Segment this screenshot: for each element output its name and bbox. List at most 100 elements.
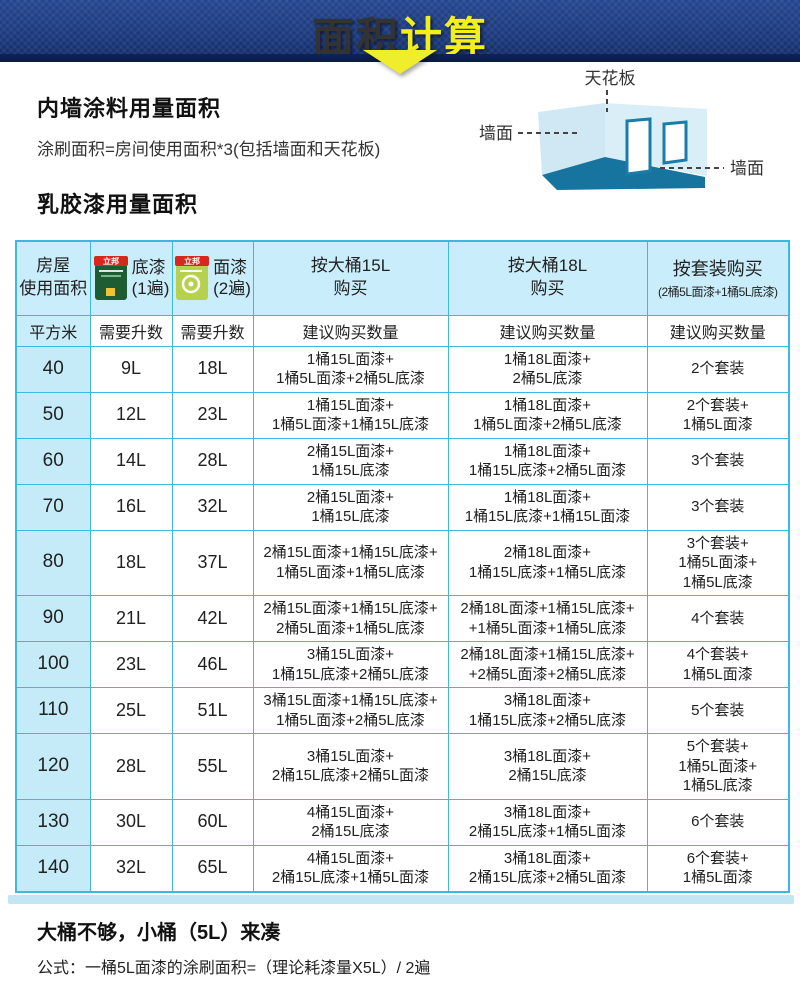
cell-area: 120: [15, 733, 91, 800]
table-row: 40 9L 18L 1桶15L面漆+ 1桶5L面漆+2桶5L底漆 1桶18L面漆+ 2桶…: [15, 345, 790, 393]
footer-example-line: 例如：产品规格为5L，理论耗漆量=13-14平方米/L/单遍，由于面漆涂刷需两遍…: [37, 987, 800, 991]
cell-set: 5个套装+ 1桶5L面漆+ 1桶5L底漆: [646, 733, 790, 800]
cell-buy18: 2桶18L面漆+1桶15L底漆+ +1桶5L面漆+1桶5L底漆: [447, 595, 648, 642]
cell-buy15: 1桶15L面漆+ 1桶5L面漆+1桶15L底漆: [252, 391, 449, 439]
topcoat-label: 面漆 (2遍): [213, 258, 251, 299]
subheader-suggest-set: 建议购买数量: [646, 314, 790, 347]
window-opening: [662, 120, 688, 165]
svg-text:立邦: 立邦: [103, 256, 119, 266]
subheader-square-meters: 平方米: [15, 314, 91, 347]
room-left-wall: [538, 103, 605, 175]
cell-primer: 12L: [89, 391, 173, 439]
header-primer: 立邦 底漆 (1遍): [89, 240, 173, 316]
cell-set: 2个套装: [646, 345, 790, 393]
table-row: 140 32L 65L 4桶15L面漆+ 2桶15L底漆+1桶5L面漆 3桶18L面漆+…: [15, 844, 790, 892]
table-row: 80 18L 37L 2桶15L面漆+1桶15L底漆+ 1桶5L面漆+1桶5L底漆 2桶…: [15, 529, 790, 596]
cell-topcoat: 55L: [171, 733, 254, 800]
cell-buy18: 1桶18L面漆+ 1桶15L底漆+1桶15L面漆: [447, 483, 648, 531]
header-buy-set-main: 按套装购买: [672, 258, 763, 279]
topcoat-bucket-icon: 立邦: [175, 256, 210, 301]
header-buy-18l: 按大桶18L 购买: [447, 240, 648, 316]
intro-section: 内墙涂料用量面积 涂刷面积=房间使用面积*3(包括墙面和天花板) 乳胶漆用量面积: [0, 91, 800, 219]
room-diagram: 天花板 墙面 墙面: [462, 64, 794, 202]
cell-set: 4个套装: [646, 595, 790, 642]
table-row: 120 28L 55L 3桶15L面漆+ 2桶15L底漆+2桶5L面漆 3桶18L面漆+…: [15, 733, 790, 800]
cell-set: 4个套装+ 1桶5L面漆: [646, 641, 790, 688]
cell-area: 50: [15, 391, 91, 439]
table-row: 60 14L 28L 2桶15L面漆+ 1桶15L底漆 1桶18L面漆+ 1桶15L底漆…: [15, 437, 790, 485]
svg-text:立邦: 立邦: [184, 256, 200, 266]
cell-area: 60: [15, 437, 91, 485]
header-topcoat: 立邦 面漆 (2遍): [171, 240, 254, 316]
cell-set: 2个套装+ 1桶5L面漆: [646, 391, 790, 439]
ceiling-label: 天花板: [585, 69, 636, 88]
cell-buy18: 3桶18L面漆+ 1桶15L底漆+2桶5L底漆: [447, 687, 648, 734]
cell-topcoat: 23L: [171, 391, 254, 439]
table-shadow-band: [8, 894, 794, 904]
subheader-suggest-18l: 建议购买数量: [447, 314, 648, 347]
cell-buy15: 2桶15L面漆+ 1桶15L底漆: [252, 483, 449, 531]
cell-primer: 21L: [89, 595, 173, 642]
cell-buy18: 2桶18L面漆+ 1桶15L底漆+1桶5L底漆: [447, 529, 648, 596]
cell-primer: 9L: [89, 345, 173, 393]
table-row: 70 16L 32L 2桶15L面漆+ 1桶15L底漆 1桶18L面漆+ 1桶15L底漆…: [15, 483, 790, 531]
cell-primer: 14L: [89, 437, 173, 485]
cell-set: 3个套装: [646, 437, 790, 485]
cell-topcoat: 42L: [171, 595, 254, 642]
cell-set: 3个套装+ 1桶5L面漆+ 1桶5L底漆: [646, 529, 790, 596]
table-header-row-1: 房屋 使用面积 立邦 底漆 (1遍): [15, 240, 790, 316]
subheader-liters-topcoat: 需要升数: [171, 314, 254, 347]
subheader-suggest-15l: 建议购买数量: [252, 314, 449, 347]
cell-buy15: 2桶15L面漆+1桶15L底漆+ 1桶5L面漆+1桶5L底漆: [252, 529, 449, 596]
cell-buy18: 3桶18L面漆+ 2桶15L底漆+2桶5L面漆: [447, 844, 648, 892]
cell-buy15: 4桶15L面漆+ 2桶15L底漆: [252, 798, 449, 846]
cell-topcoat: 46L: [171, 641, 254, 688]
cell-area: 70: [15, 483, 91, 531]
cell-buy18: 2桶18L面漆+1桶15L底漆+ +2桶5L面漆+2桶5L底漆: [447, 641, 648, 688]
cell-set: 6个套装+ 1桶5L面漆: [646, 844, 790, 892]
room-3d-illustration: 天花板 墙面 墙面: [479, 69, 764, 190]
cell-topcoat: 65L: [171, 844, 254, 892]
cell-area: 90: [15, 595, 91, 642]
cell-buy15: 4桶15L面漆+ 2桶15L底漆+1桶5L面漆: [252, 844, 449, 892]
section-title-latex-paint: 乳胶漆用量面积: [37, 192, 199, 217]
cell-primer: 18L: [89, 529, 173, 596]
cell-area: 130: [15, 798, 91, 846]
section-title-interior-wall: 内墙涂料用量面积: [37, 96, 222, 121]
cell-buy15: 1桶15L面漆+ 1桶5L面漆+2桶5L底漆: [252, 345, 449, 393]
cell-primer: 16L: [89, 483, 173, 531]
cell-primer: 23L: [89, 641, 173, 688]
table-header-row-2: 平方米 需要升数 需要升数 建议购买数量 建议购买数量 建议购买数量: [15, 314, 790, 347]
cell-area: 140: [15, 844, 91, 892]
cell-buy18: 1桶18L面漆+ 2桶5L底漆: [447, 345, 648, 393]
table-row: 90 21L 42L 2桶15L面漆+1桶15L底漆+ 2桶5L面漆+1桶5L底漆 2桶…: [15, 595, 790, 642]
cell-buy15: 3桶15L面漆+ 2桶15L底漆+2桶5L面漆: [252, 733, 449, 800]
door-opening: [625, 117, 652, 176]
wall-area-formula: 涂刷面积=房间使用面积*3(包括墙面和天花板): [37, 140, 381, 159]
cell-set: 5个套装: [646, 687, 790, 734]
paint-quantity-table: 房屋 使用面积 立邦 底漆 (1遍): [15, 240, 790, 893]
cell-topcoat: 18L: [171, 345, 254, 393]
cell-set: 6个套装: [646, 798, 790, 846]
primer-label: 底漆 (1遍): [131, 258, 170, 299]
footer-note-section: 大桶不够，小桶（5L）来凑 公式：一桶5L面漆的涂刷面积=（理论耗漆量X5L）/…: [0, 916, 800, 991]
footer-title: 大桶不够，小桶（5L）来凑: [37, 921, 281, 944]
wall-right-label: 墙面: [730, 159, 764, 178]
cell-topcoat: 37L: [171, 529, 254, 596]
header-buy-15l: 按大桶15L 购买: [252, 240, 449, 316]
subheader-liters-primer: 需要升数: [89, 314, 173, 347]
room-floor: [542, 157, 705, 190]
table-row: 110 25L 51L 3桶15L面漆+1桶15L底漆+ 1桶5L面漆+2桶5L底漆 3…: [15, 687, 790, 734]
cell-area: 100: [15, 641, 91, 688]
cell-primer: 28L: [89, 733, 173, 800]
cell-primer: 30L: [89, 798, 173, 846]
cell-buy18: 3桶18L面漆+ 2桶15L底漆+1桶5L面漆: [447, 798, 648, 846]
cell-set: 3个套装: [646, 483, 790, 531]
cell-buy18: 1桶18L面漆+ 1桶15L底漆+2桶5L面漆: [447, 437, 648, 485]
cell-buy15: 3桶15L面漆+ 1桶15L底漆+2桶5L底漆: [252, 641, 449, 688]
cell-area: 110: [15, 687, 91, 734]
cell-topcoat: 28L: [171, 437, 254, 485]
cell-buy15: 3桶15L面漆+1桶15L底漆+ 1桶5L面漆+2桶5L底漆: [252, 687, 449, 734]
primer-bucket-icon: 立邦: [93, 256, 128, 301]
